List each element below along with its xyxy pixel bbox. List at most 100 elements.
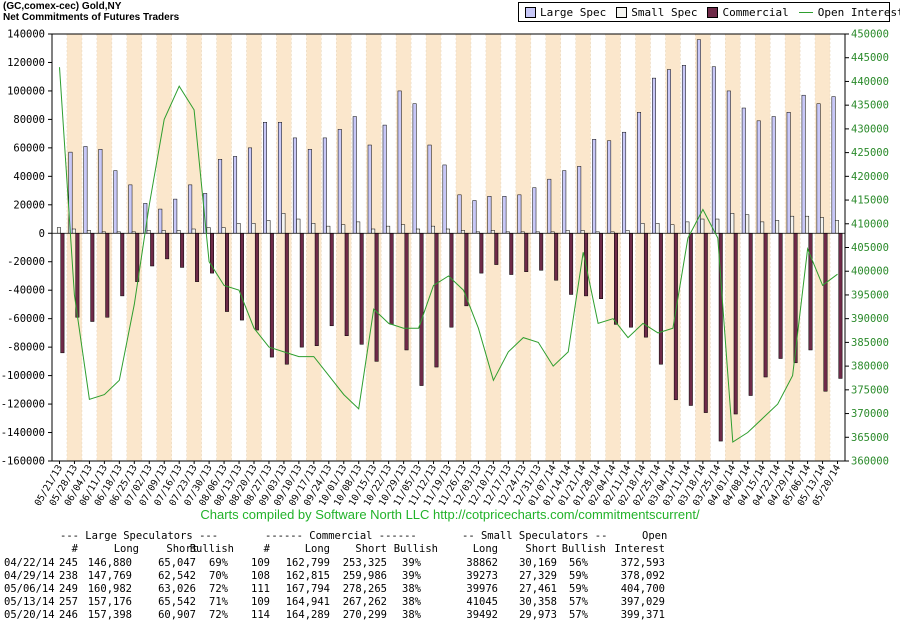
table-column-header: Long: [304, 543, 330, 555]
large-spec-bar: [382, 124, 387, 234]
alternating-band: [485, 34, 501, 461]
table-cell: 57%: [569, 609, 588, 621]
table-cell: 71%: [209, 596, 228, 608]
table-cell: 249: [59, 583, 78, 595]
alternating-band: [635, 34, 651, 461]
small-spec-bar: [745, 214, 750, 234]
small-spec-bar: [775, 220, 780, 234]
alternating-band: [815, 34, 831, 461]
table-cell: 109: [251, 557, 270, 569]
commercial-bar: [314, 233, 319, 346]
commercial-bar: [554, 233, 559, 281]
table-cell: 253,325: [342, 557, 387, 569]
left-tick-label: 100000: [7, 85, 45, 97]
large-spec-bar: [696, 39, 701, 234]
table-cell: 114: [251, 609, 270, 621]
table-cell: 39492: [466, 609, 498, 621]
large-spec-bar: [711, 66, 716, 234]
large-spec-bar: [98, 149, 103, 234]
legend-open-interest-line: [798, 11, 813, 13]
small-spec-bar: [446, 228, 450, 234]
table-cell: 60,907: [158, 609, 196, 621]
left-tick-label: 20000: [13, 199, 45, 211]
large-spec-bar: [188, 184, 193, 234]
table-cell: 30,169: [519, 557, 557, 569]
large-spec-bar: [233, 156, 238, 234]
cot-chart: 140000 120000 100000 80000 60000 40000 20000 0 -…: [1, 29, 889, 506]
right-tick-label: 445000: [851, 52, 889, 64]
right-tick-label: 365000: [851, 432, 889, 444]
left-tick-label: 80000: [13, 114, 45, 126]
small-spec-bar: [625, 230, 630, 234]
small-spec-bar: [266, 220, 271, 234]
table-cell: 41045: [466, 596, 498, 608]
commercial-bar: [329, 233, 334, 327]
commercial-bar: [434, 233, 439, 368]
left-tick-label: 0: [39, 228, 45, 240]
table-cell: 27,461: [519, 583, 557, 595]
alternating-band: [216, 34, 232, 461]
large-spec-bar: [442, 164, 447, 234]
large-spec-bar: [292, 137, 297, 234]
commercial-bar: [599, 233, 604, 299]
large-spec-bar: [666, 69, 671, 234]
table-cell: 238: [59, 570, 78, 582]
table-cell: 162,815: [285, 570, 330, 582]
commercial-bar: [494, 233, 499, 265]
table-cell: 167,794: [285, 583, 330, 595]
commercial-bar: [509, 233, 514, 275]
table-cell: 63,026: [158, 583, 196, 595]
left-tick-label: -40000: [7, 285, 45, 297]
table-cell: 59%: [569, 570, 588, 582]
large-spec-bar: [532, 187, 537, 234]
large-spec-bar: [637, 112, 642, 234]
group-header-open: Open: [642, 530, 668, 542]
table-cell: 72%: [209, 609, 228, 621]
large-spec-bar: [173, 198, 178, 234]
commercial-bar: [628, 233, 633, 328]
small-spec-bar: [835, 220, 839, 234]
legend-small-spec: Small Spec: [616, 6, 697, 19]
table-cell: 397,029: [620, 596, 665, 608]
table-cell-date: 04/22/14: [4, 557, 55, 569]
table-cell: 157,398: [87, 609, 132, 621]
small-spec-bar: [221, 227, 226, 234]
commercial-bar: [180, 233, 185, 268]
legend-large-spec-label: Large Spec: [540, 5, 607, 19]
small-spec-bar: [236, 223, 241, 234]
table-column-header: Short: [355, 543, 387, 555]
small-spec-bar: [700, 218, 705, 234]
large-spec-bar: [771, 116, 776, 234]
table-column-header: Long: [472, 543, 498, 555]
table-cell: 246: [59, 609, 78, 621]
alternating-band: [755, 34, 771, 461]
small-spec-bar: [655, 223, 660, 234]
small-spec-bar: [296, 218, 301, 234]
right-tick-label: 435000: [851, 100, 889, 112]
commercial-bar: [569, 233, 574, 295]
small-spec-bar: [311, 223, 316, 234]
table-cell: 72%: [209, 583, 228, 595]
large-spec-bar: [786, 112, 791, 234]
commercial-bar: [150, 233, 155, 267]
left-tick-label: 40000: [13, 171, 45, 183]
large-spec-bar: [577, 166, 582, 234]
small-spec-bar: [371, 228, 376, 234]
commercial-bar: [299, 233, 304, 348]
large-spec-bar: [397, 90, 402, 234]
commercial-bar: [60, 233, 65, 354]
group-header-small-spec: -- Small Speculators --: [462, 530, 608, 542]
right-tick-label: 440000: [851, 76, 889, 88]
large-spec-bar: [128, 184, 133, 234]
alternating-band: [306, 34, 322, 461]
table-cell: 378,092: [620, 570, 665, 582]
left-tick-label: -20000: [7, 256, 45, 268]
table-cell: 278,265: [342, 583, 387, 595]
alternating-band: [426, 34, 442, 461]
small-spec-bar: [146, 230, 151, 234]
left-tick-label: -80000: [7, 342, 45, 354]
left-tick-label: -120000: [1, 399, 45, 411]
small-spec-bar: [790, 215, 795, 234]
small-spec-bar: [431, 225, 435, 234]
legend-open-interest-label: Open Interest: [817, 5, 900, 19]
